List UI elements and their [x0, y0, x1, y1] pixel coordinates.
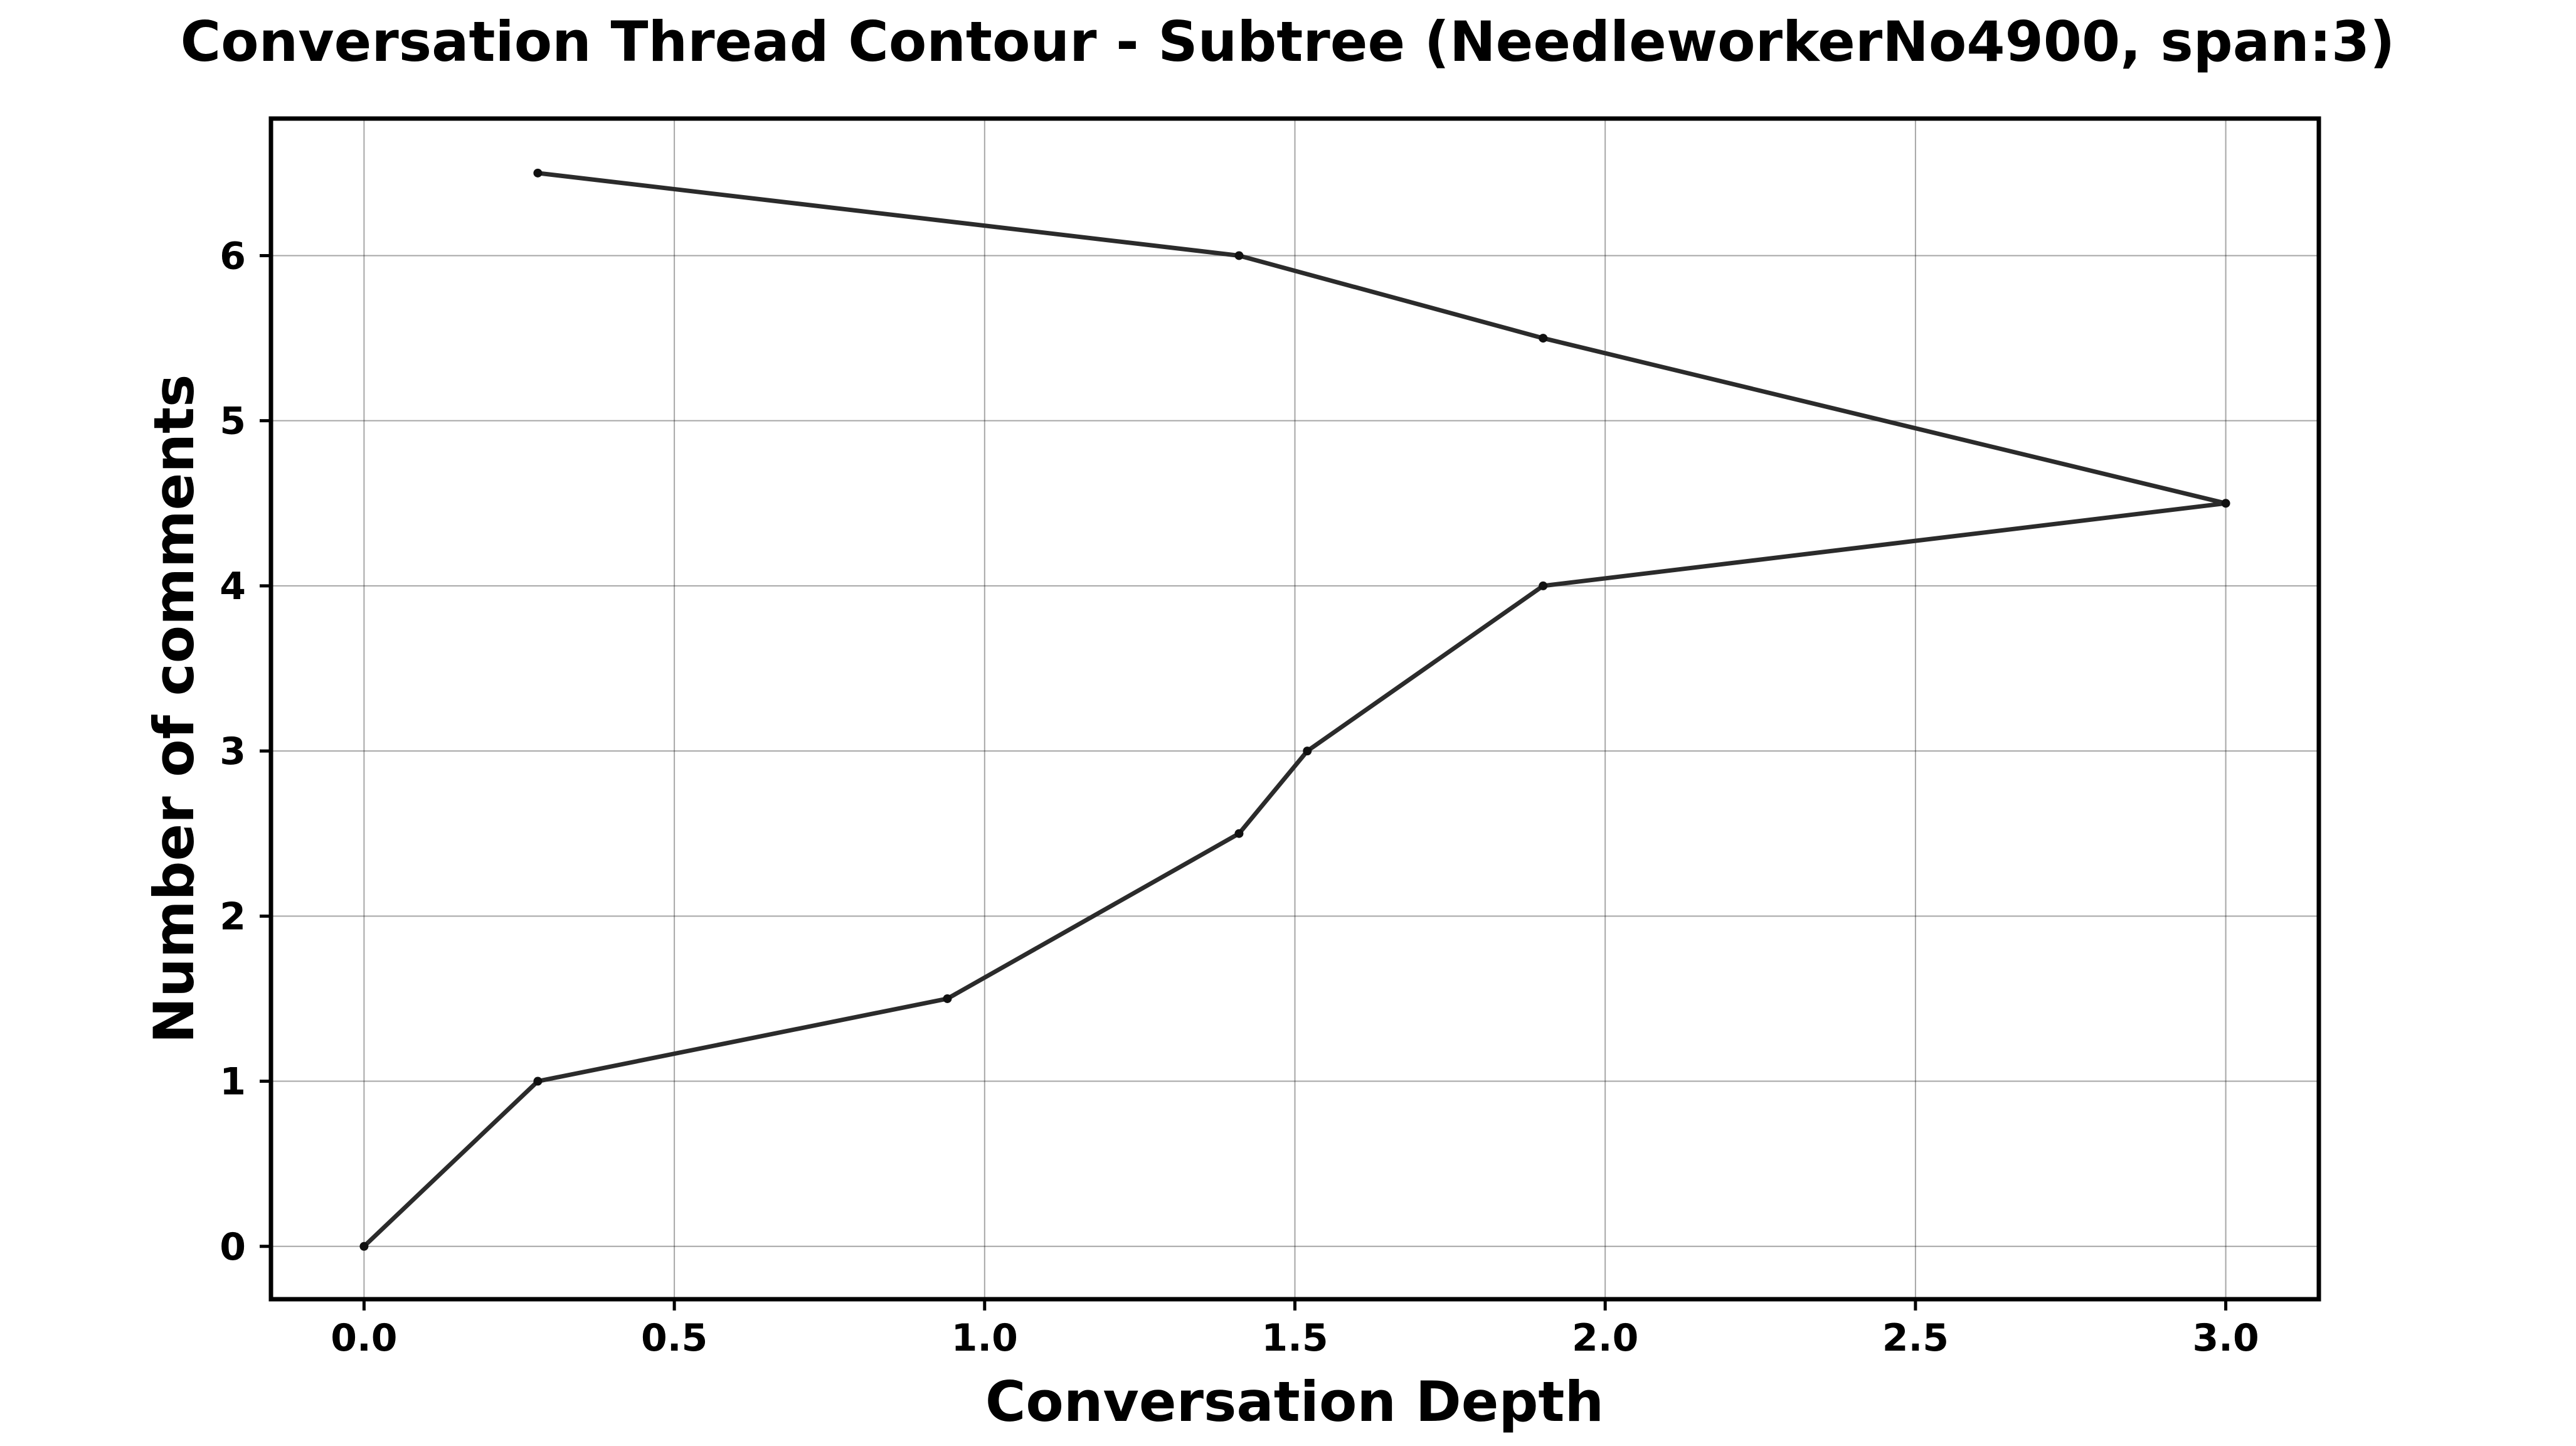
- data-point: [1234, 829, 1244, 838]
- x-tick-label: 2.0: [1572, 1316, 1638, 1360]
- y-axis-ticks: 0 1 2 3 4 5 6: [220, 234, 271, 1269]
- y-tick-label: 0: [220, 1225, 246, 1269]
- series-layer: [359, 168, 2230, 1251]
- data-point: [533, 168, 543, 178]
- x-tick-label: 3.0: [2192, 1316, 2259, 1360]
- x-tick-label: 0.5: [641, 1316, 708, 1360]
- y-tick-label: 1: [220, 1060, 246, 1104]
- chart-title: Conversation Thread Contour - Subtree (N…: [181, 9, 2395, 74]
- y-tick-label: 4: [220, 565, 246, 609]
- data-point: [943, 994, 952, 1003]
- x-tick-label: 1.0: [951, 1316, 1018, 1360]
- y-tick-label: 5: [220, 400, 246, 444]
- data-point: [2221, 499, 2230, 508]
- data-point: [1303, 747, 1312, 756]
- data-point: [1539, 581, 1548, 590]
- x-tick-label: 0.0: [331, 1316, 397, 1360]
- grid-lines: [271, 119, 2319, 1299]
- x-tick-label: 2.5: [1882, 1316, 1949, 1360]
- y-axis-label: Number of comments: [142, 375, 206, 1044]
- y-tick-label: 3: [220, 730, 246, 774]
- series-line: [362, 171, 2229, 1248]
- x-axis-ticks: 0.0 0.5 1.0 1.5 2.0 2.5 3.0: [331, 1299, 2259, 1360]
- x-tick-label: 1.5: [1261, 1316, 1328, 1360]
- data-point: [533, 1077, 543, 1086]
- data-point: [1234, 251, 1244, 260]
- y-tick-label: 2: [220, 895, 246, 938]
- y-tick-label: 6: [220, 234, 246, 278]
- data-point: [1539, 334, 1548, 343]
- x-axis-label: Conversation Depth: [985, 1369, 1604, 1434]
- data-point: [359, 1241, 369, 1251]
